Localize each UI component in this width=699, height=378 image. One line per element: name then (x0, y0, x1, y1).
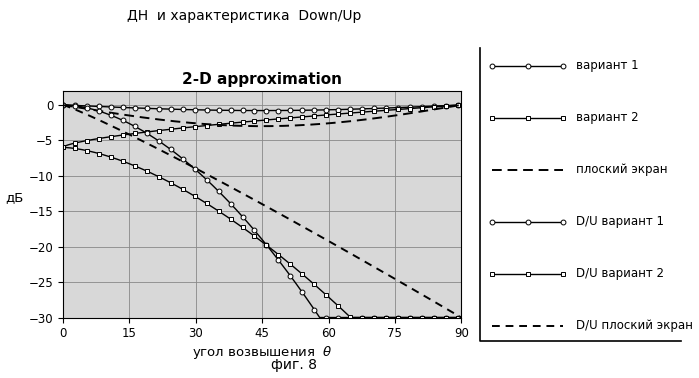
X-axis label: угол возвышения  $\theta$: угол возвышения $\theta$ (192, 344, 333, 361)
Text: плоский экран: плоский экран (576, 163, 668, 176)
Text: фиг. 8: фиг. 8 (271, 358, 317, 372)
Y-axis label: дБ: дБ (6, 191, 24, 204)
Text: вариант 2: вариант 2 (576, 111, 639, 124)
Text: D/U плоский экран: D/U плоский экран (576, 319, 693, 332)
Text: D/U вариант 2: D/U вариант 2 (576, 267, 664, 280)
Text: вариант 1: вариант 1 (576, 59, 639, 72)
Text: D/U вариант 1: D/U вариант 1 (576, 215, 664, 228)
Title: 2-D approximation: 2-D approximation (182, 72, 342, 87)
Text: ДН  и характеристика  Down/Up: ДН и характеристика Down/Up (127, 9, 362, 23)
